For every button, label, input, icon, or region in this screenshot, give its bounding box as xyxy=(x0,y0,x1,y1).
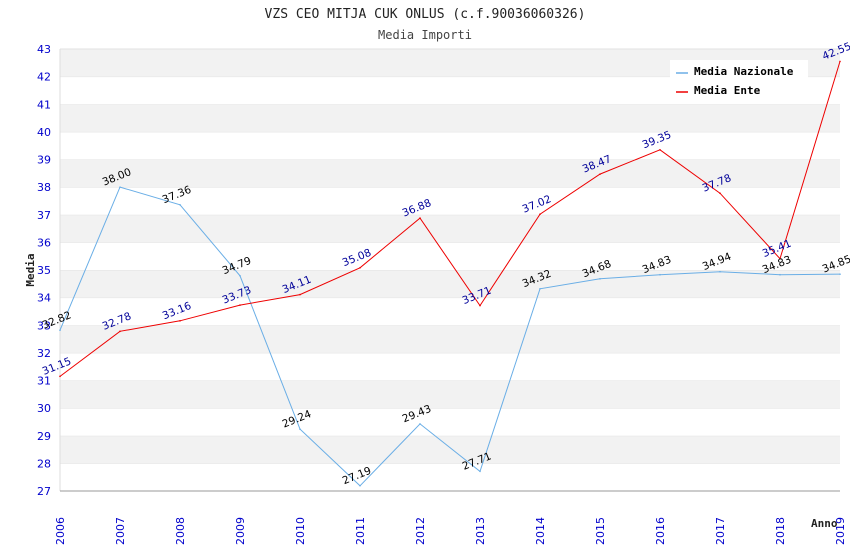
data-point xyxy=(359,266,361,269)
grid-band xyxy=(60,104,840,132)
grid-band xyxy=(60,242,840,270)
grid-band xyxy=(60,408,840,436)
data-point xyxy=(59,329,61,332)
grid-band xyxy=(60,187,840,215)
x-tick-label: 2016 xyxy=(654,517,667,545)
grid-band xyxy=(60,159,840,188)
grid-band xyxy=(60,380,840,409)
data-point xyxy=(419,423,421,425)
y-tick-label: 40 xyxy=(37,126,51,139)
legend-label-ente: Media Ente xyxy=(694,84,761,97)
y-axis-label: Media xyxy=(24,253,37,286)
grid-band xyxy=(60,325,840,353)
data-point xyxy=(419,217,421,219)
x-tick-label: 2011 xyxy=(354,517,367,545)
data-point xyxy=(59,375,61,378)
data-point xyxy=(779,257,781,260)
grid-band xyxy=(60,131,840,160)
y-tick-label: 34 xyxy=(37,292,51,305)
data-point xyxy=(539,287,541,290)
grid-band xyxy=(60,463,840,491)
y-tick-label: 38 xyxy=(37,181,51,194)
data-point xyxy=(839,273,841,275)
data-point xyxy=(299,293,301,296)
x-tick-label: 2018 xyxy=(774,517,787,545)
data-point xyxy=(839,60,841,63)
y-tick-label: 41 xyxy=(37,98,51,111)
y-tick-label: 39 xyxy=(37,154,51,167)
data-point xyxy=(659,273,661,276)
data-point xyxy=(299,428,301,430)
y-tick-label: 35 xyxy=(37,264,51,277)
y-tick-label: 27 xyxy=(37,485,51,498)
data-point xyxy=(539,213,541,215)
y-tick-label: 30 xyxy=(37,402,51,415)
y-tick-label: 32 xyxy=(37,347,51,360)
x-tick-label: 2006 xyxy=(54,517,67,545)
series-group xyxy=(59,60,841,487)
data-point xyxy=(239,275,241,277)
data-point xyxy=(239,304,241,306)
grid-band xyxy=(60,352,840,381)
data-point xyxy=(119,186,121,188)
grid-bands xyxy=(59,48,840,491)
data-point xyxy=(359,484,361,487)
data-point xyxy=(479,470,481,473)
data-point xyxy=(599,173,601,175)
data-point xyxy=(119,330,121,333)
data-point xyxy=(719,192,721,195)
series-line-media-nazionale xyxy=(59,186,841,487)
y-axis-ticks: 27 28 29 30 31 32 33 34 35 36 37 38 39 40 41 42 43 xyxy=(37,43,51,498)
data-point xyxy=(599,278,601,280)
chart-title: VZS CEO MITJA CUK ONLUS (c.f.90036060326… xyxy=(265,7,586,22)
x-tick-label: 2017 xyxy=(714,517,727,545)
x-tick-label: 2007 xyxy=(114,517,127,545)
y-tick-label: 37 xyxy=(37,209,51,222)
data-point xyxy=(179,320,181,322)
x-tick-label: 2015 xyxy=(594,517,607,545)
y-tick-label: 43 xyxy=(37,43,51,56)
y-tick-label: 33 xyxy=(37,319,51,332)
y-tick-label: 29 xyxy=(37,430,51,443)
x-tick-label: 2010 xyxy=(294,517,307,545)
series-line-media-ente xyxy=(59,61,841,377)
x-tick-label: 2019 xyxy=(834,517,847,545)
data-point xyxy=(779,273,781,276)
data-point xyxy=(179,204,181,206)
y-tick-label: 36 xyxy=(37,236,51,249)
grid-band xyxy=(60,270,840,298)
x-axis-ticks: 2006 2007 2008 2009 2010 2011 2012 2013 2014 2015… xyxy=(54,517,847,545)
y-tick-label: 42 xyxy=(37,71,51,84)
grid-band xyxy=(60,435,840,464)
data-point xyxy=(479,304,481,307)
x-tick-label: 2009 xyxy=(234,517,247,545)
x-tick-label: 2014 xyxy=(534,517,547,545)
legend-box xyxy=(670,60,808,104)
legend: Media Nazionale Media Ente xyxy=(670,60,808,104)
data-point xyxy=(659,149,661,151)
x-axis-label: Anno xyxy=(811,517,838,530)
grid-band xyxy=(60,297,840,326)
legend-label-nazionale: Media Nazionale xyxy=(694,65,794,78)
x-tick-label: 2012 xyxy=(414,517,427,545)
y-tick-label: 31 xyxy=(37,375,51,388)
grid-band xyxy=(60,214,840,243)
x-tick-label: 2013 xyxy=(474,517,487,545)
chart-subtitle: Media Importi xyxy=(378,28,472,42)
x-tick-label: 2008 xyxy=(174,517,187,545)
y-tick-label: 28 xyxy=(37,457,51,470)
data-point xyxy=(719,270,721,273)
